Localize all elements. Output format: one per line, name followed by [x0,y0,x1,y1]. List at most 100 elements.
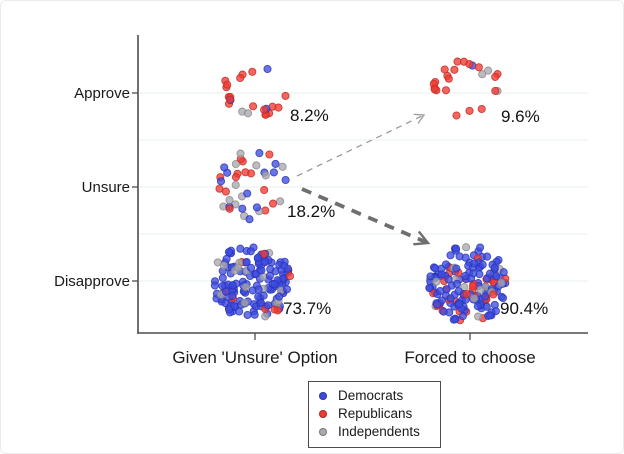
dot-democrats [478,260,487,269]
dot-democrats [498,293,508,303]
dot-independents [261,171,270,180]
republicans-dot-icon [319,410,327,418]
x-label-given-unsure: Given 'Unsure' Option [172,348,337,367]
dot-democrats [469,269,478,278]
dot-democrats [245,215,254,224]
dot-independents [236,149,245,158]
dot-republicans [260,185,269,195]
legend-item-label: Democrats [338,388,404,403]
dot-independents [470,294,479,303]
dot-democrats [446,251,455,260]
cluster-3 [429,57,502,120]
dot-democrats [482,302,491,311]
dot-republicans [225,204,234,213]
dot-republicans [223,80,232,89]
dot-republicans [430,85,439,94]
dot-democrats [210,281,219,290]
percent-label-approve-forced: 9.6% [501,107,540,126]
legend-item-independents: Independents [319,425,430,439]
dot-democrats [485,269,494,278]
dot-democrats [455,299,464,309]
y-label-approve: Approve [74,85,130,102]
percent-label-disapprove-forced: 90.4% [500,299,548,318]
dot-independents [497,278,506,287]
dot-democrats [454,287,463,296]
dot-republicans [265,150,274,159]
dot-republicans [465,60,474,69]
dot-democrats [439,307,448,316]
dot-democrats [247,263,256,272]
dot-republicans [248,67,257,76]
percent-label-unsure-given: 18.2% [287,202,335,221]
dot-independents [278,162,287,171]
dot-democrats [444,275,453,284]
dot-democrats [281,175,290,185]
y-label-unsure: Unsure [82,179,130,196]
dot-democrats [243,189,252,198]
dot-republicans [285,272,295,281]
dot-independents [484,66,493,75]
dot-independents [462,243,471,252]
dot-democrats [446,294,455,303]
dot-republicans [221,187,230,196]
dot-independents [276,197,285,206]
dot-democrats [243,310,252,320]
dot-democrats [476,243,485,252]
dot-republicans [260,105,269,114]
y-label-disapprove: Disapprove [54,273,130,290]
dot-republicans [477,104,486,114]
dot-republicans [268,199,278,208]
dot-democrats [271,159,280,168]
dot-independents [240,298,249,307]
dot-republicans [225,95,235,104]
dot-democrats [426,272,435,281]
dot-republicans [231,173,240,182]
legend-item-republicans: Republicans [319,407,430,421]
dot-independents [231,180,240,190]
dot-democrats [260,258,269,267]
dot-democrats [437,270,446,279]
dot-republicans [270,305,279,314]
dot-republicans [444,74,453,83]
dot-independents [252,161,261,170]
dot-republicans [452,111,461,120]
independents-dot-icon [319,428,327,436]
dot-democrats [264,301,273,310]
legend-item-label: Republicans [338,406,413,421]
dot-republicans [491,86,500,95]
dot-democrats [228,291,237,301]
legend: Democrats Republicans Independents [308,381,441,448]
dot-democrats [259,291,268,300]
dot-democrats [224,247,233,257]
dot-democrats [263,64,272,74]
dot-democrats [228,281,237,290]
dot-democrats [246,247,255,256]
dot-democrats [485,311,494,320]
dot-republicans [450,65,459,74]
dot-democrats [218,273,227,282]
dot-democrats [499,268,508,277]
dot-democrats [481,292,490,301]
dot-clusters [210,57,510,325]
percent-label-approve-given: 8.2% [290,106,329,125]
dot-republicans [241,168,250,177]
dot-democrats [252,203,261,212]
percent-label-disapprove-given: 73.7% [283,299,331,318]
dot-democrats [250,310,259,319]
dot-democrats [283,264,293,273]
dot-democrats [431,264,440,273]
cluster-2 [210,243,295,321]
dot-democrats [490,300,499,309]
dot-republicans [236,73,245,83]
dot-democrats [490,263,499,272]
dot-democrats [257,266,266,275]
dot-democrats [238,204,247,213]
dot-democrats [282,285,292,294]
dot-democrats [433,300,442,309]
dot-democrats [224,305,234,314]
transition-arrows [296,113,431,246]
dot-republicans [474,63,483,72]
dot-democrats [221,287,231,296]
